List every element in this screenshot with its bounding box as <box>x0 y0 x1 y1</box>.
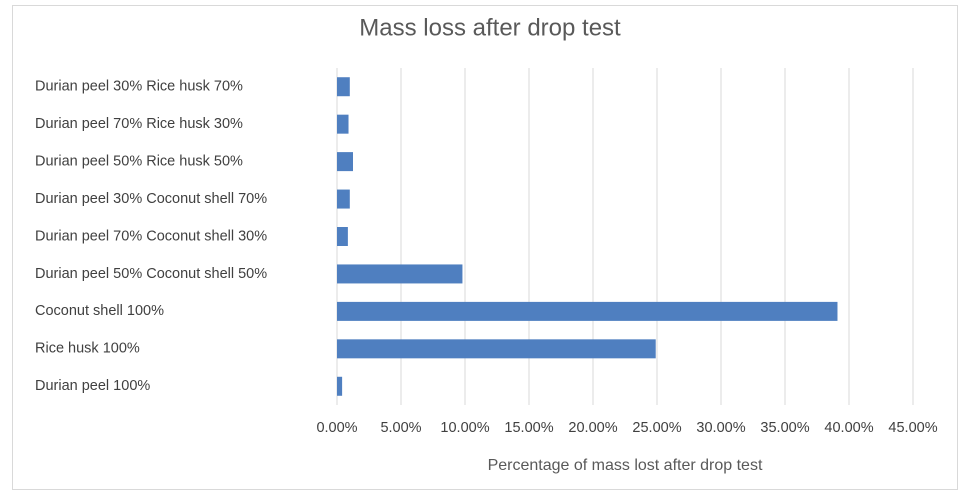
x-tick-label: 35.00% <box>760 420 809 436</box>
y-tick-label: Coconut shell 100% <box>35 303 164 319</box>
x-tick-label: 30.00% <box>696 420 745 436</box>
x-tick-label: 10.00% <box>440 420 489 436</box>
x-tick-label: 20.00% <box>568 420 617 436</box>
y-tick-label: Durian peel 50% Coconut shell 50% <box>35 266 267 282</box>
bar <box>337 114 349 134</box>
bar <box>337 227 348 246</box>
y-tick-label: Durian peel 100% <box>35 378 150 394</box>
x-tick-label: 45.00% <box>888 420 937 436</box>
bar <box>337 339 656 359</box>
x-tick-label: 40.00% <box>824 420 873 436</box>
chart-border <box>12 5 958 490</box>
bar <box>337 376 343 396</box>
x-tick-label: 25.00% <box>632 420 681 436</box>
bar <box>337 77 350 97</box>
x-tick-label: 0.00% <box>316 420 357 436</box>
y-tick-label: Durian peel 70% Rice husk 30% <box>35 116 243 132</box>
x-tick-label: 5.00% <box>380 420 421 436</box>
y-tick-label: Durian peel 30% Coconut shell 70% <box>35 191 267 207</box>
y-tick-label: Durian peel 50% Rice husk 50% <box>35 153 243 169</box>
y-tick-label: Durian peel 30% Rice husk 70% <box>35 79 243 95</box>
bar <box>337 189 350 209</box>
y-tick-label: Durian peel 70% Coconut shell 30% <box>35 228 267 244</box>
bar <box>337 152 353 172</box>
bar <box>337 301 838 321</box>
x-tick-label: 15.00% <box>504 420 553 436</box>
bar <box>337 264 463 284</box>
x-axis-title: Percentage of mass lost after drop test <box>488 457 763 474</box>
y-tick-label: Rice husk 100% <box>35 341 140 357</box>
chart-title: Mass loss after drop test <box>359 14 621 41</box>
